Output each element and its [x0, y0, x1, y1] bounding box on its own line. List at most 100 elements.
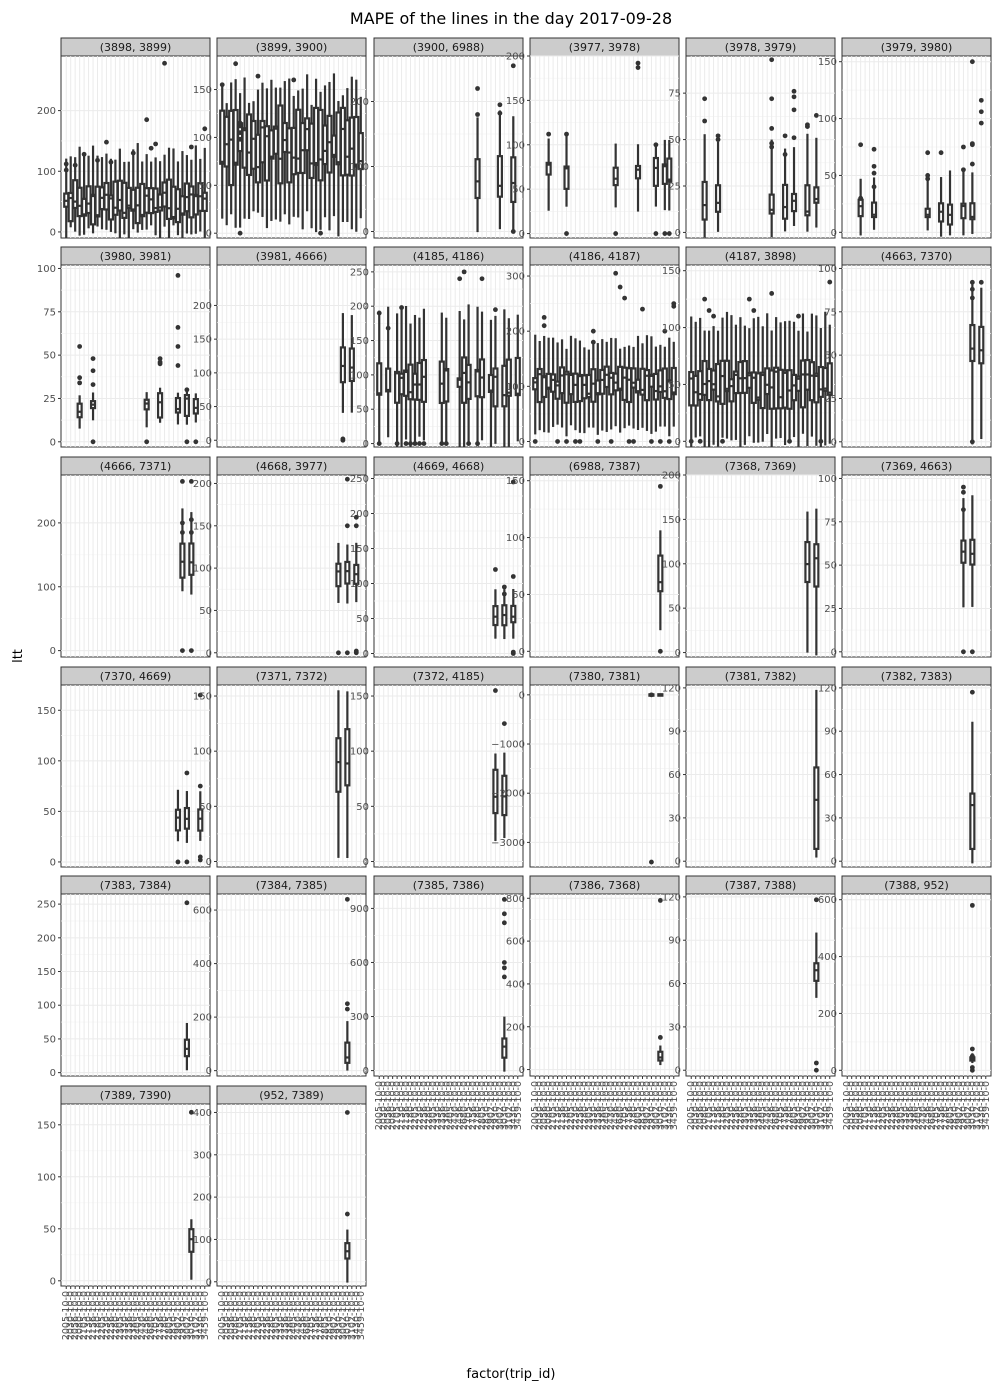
- y-tick-label: 150: [662, 266, 681, 277]
- x-tick-label: 2130-10-0: [84, 1291, 95, 1340]
- x-tick-label: 3030-10-0: [186, 1291, 197, 1340]
- outlier-point: [104, 139, 109, 145]
- facet-plot-area: [529, 55, 680, 239]
- x-tick-label: 2280-10-0: [891, 1081, 902, 1130]
- y-tick-label: 0: [675, 437, 681, 448]
- x-tick-label: 2356-10-0: [593, 1081, 604, 1130]
- box-rect: [197, 808, 204, 832]
- outlier-point: [969, 279, 975, 285]
- x-tick-label: 2356-10-0: [905, 1081, 916, 1130]
- x-tick-label: 3002-10-0: [182, 1291, 193, 1340]
- y-tick-label: 250: [37, 900, 56, 911]
- box-mark: [813, 315, 820, 446]
- box-mark: [501, 752, 508, 838]
- x-tick-label: 2205-10-0: [253, 1291, 264, 1340]
- box-rect: [870, 201, 878, 219]
- box-rect: [76, 402, 83, 419]
- outlier-point: [782, 152, 788, 157]
- x-tick-label: 2056-10-0: [70, 1291, 81, 1340]
- box-mark: [536, 340, 543, 431]
- facet-plot-area: [216, 684, 367, 868]
- x-tick-label: 2156-10-0: [401, 1081, 412, 1130]
- outlier-point: [188, 517, 194, 523]
- outlier-point: [493, 307, 498, 313]
- x-tick-label: 2080-10-0: [388, 1081, 399, 1130]
- facet-label: (7369, 4663): [881, 460, 953, 473]
- facet-panel: (7370, 4669) 0 50 100 150: [37, 666, 211, 868]
- outlier-point: [475, 86, 480, 91]
- outlier-point: [344, 1001, 350, 1007]
- y-tick-label: 200: [37, 106, 56, 117]
- facet-panel: (7381, 7382) 0 30 60 90 120: [662, 666, 836, 868]
- outlier-point: [408, 441, 413, 446]
- x-tick-label: 2156-10-0: [557, 1081, 568, 1130]
- x-tick-label: 3459-10-0: [356, 1291, 367, 1340]
- x-tick-label: 3102-10-0: [347, 1291, 358, 1340]
- x-tick-label: 3002-10-0: [963, 1081, 974, 1130]
- outlier-point: [564, 231, 569, 236]
- box-rect: [174, 396, 182, 414]
- outlier-point: [90, 382, 96, 387]
- box-mark: [197, 791, 204, 841]
- y-tick-label: 150: [193, 335, 212, 346]
- outlier-point: [969, 286, 975, 292]
- y-tick-label: 50: [199, 606, 212, 617]
- facet-label: (3899, 3900): [256, 41, 328, 54]
- y-tick-label: 100: [37, 1172, 56, 1183]
- x-tick-label: 2230-10-0: [414, 1081, 425, 1130]
- outlier-point: [394, 441, 400, 446]
- outlier-point: [188, 648, 194, 654]
- outlier-point: [649, 692, 654, 698]
- box-mark: [514, 314, 521, 442]
- y-tick-label: 300: [350, 1012, 369, 1023]
- x-tick-label: 2305-10-0: [584, 1081, 595, 1130]
- outlier-point: [555, 439, 560, 444]
- x-tick-label: 2205-10-0: [566, 1081, 577, 1130]
- y-tick-label: 25: [824, 604, 837, 615]
- facet-panel: (4187, 3898) 0 50 100 150: [662, 246, 836, 448]
- outlier-point: [81, 151, 87, 157]
- outlier-point: [344, 1211, 350, 1217]
- outlier-point: [666, 231, 672, 236]
- outlier-point: [938, 150, 944, 156]
- box-mark: [183, 387, 190, 425]
- outlier-point: [978, 120, 984, 126]
- box-mark: [781, 321, 789, 445]
- y-tick-label: 0: [363, 1066, 369, 1077]
- box-mark: [732, 324, 740, 440]
- y-tick-label: 0: [50, 437, 56, 448]
- x-tick-label: 2130-10-0: [709, 1081, 720, 1130]
- y-tick-label: 50: [824, 351, 837, 362]
- x-tick-label: 2356-10-0: [437, 1081, 448, 1130]
- outlier-point: [501, 897, 507, 902]
- x-tick-label: 2156-10-0: [713, 1081, 724, 1130]
- y-tick-label: 100: [662, 559, 681, 570]
- facet-panel: (7380, 7381) −3000 −2000 −1000 0: [491, 666, 680, 868]
- outlier-point: [336, 650, 341, 656]
- x-tick-label: 2930-10-0: [490, 1081, 501, 1130]
- facet-label: (3980, 3981): [100, 250, 172, 263]
- outlier-point: [510, 229, 516, 234]
- x-tick-label: 2330-10-0: [588, 1081, 599, 1130]
- x-tick-label: 3459-10-0: [200, 1291, 211, 1340]
- x-tick-label: 2356-10-0: [124, 1291, 135, 1340]
- outlier-point: [657, 648, 663, 654]
- box-rect: [385, 367, 392, 393]
- outlier-point: [746, 296, 752, 302]
- box-rect: [339, 346, 346, 384]
- y-tick-label: 200: [37, 518, 56, 529]
- y-tick-label: 150: [350, 544, 369, 555]
- box-rect: [514, 356, 521, 397]
- box-mark: [376, 310, 383, 442]
- x-tick-label: 3459-10-0: [513, 1081, 524, 1130]
- box-mark: [804, 511, 811, 653]
- box-rect: [804, 184, 811, 217]
- y-tick-label: 50: [668, 604, 681, 615]
- box-mark: [179, 151, 186, 238]
- y-tick-label: 0: [50, 1068, 56, 1079]
- outlier-point: [969, 902, 975, 908]
- y-tick-label: 50: [199, 802, 212, 813]
- x-tick-label: 2180-10-0: [718, 1081, 729, 1130]
- box-rect: [723, 359, 731, 393]
- facet-plot-area: [841, 684, 992, 868]
